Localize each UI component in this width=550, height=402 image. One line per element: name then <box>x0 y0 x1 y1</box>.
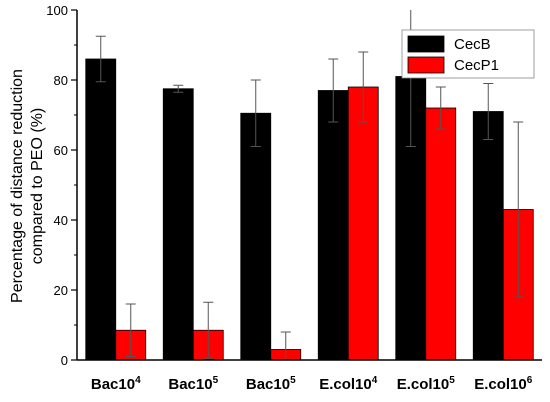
x-tick-label-base-1: Bac10 <box>168 376 212 393</box>
y-tick-label-40: 40 <box>54 213 68 228</box>
x-tick-label-3: E.col104 <box>319 375 378 393</box>
y-tick-label-100: 100 <box>46 3 68 18</box>
x-tick-label-base-5: E.col10 <box>474 376 527 393</box>
y-tick-label-80: 80 <box>54 73 68 88</box>
bar-cecb-1 <box>162 88 194 361</box>
x-tick-label-0: Bac104 <box>91 375 141 393</box>
bar-cecp1-3 <box>347 86 379 361</box>
bar-cecp1-4 <box>425 107 457 361</box>
bar-cecb-2 <box>240 112 272 361</box>
x-tick-label-base-4: E.col10 <box>397 376 450 393</box>
bar-cecb-0 <box>85 58 117 361</box>
legend-label-cecb: CecB <box>454 36 491 53</box>
bar-cecb-5 <box>472 111 504 361</box>
x-tick-label-sup-1: 5 <box>213 375 219 386</box>
plot-area <box>85 10 534 361</box>
x-tick-label-4: E.col105 <box>397 375 456 393</box>
x-tick-label-sup-4: 5 <box>449 375 455 386</box>
x-tick-label-base-3: E.col10 <box>319 376 372 393</box>
bar-cecb-3 <box>317 90 349 361</box>
x-tick-label-2: Bac105 <box>246 375 296 393</box>
x-tick-label-base-2: Bac10 <box>246 376 290 393</box>
y-axis-title: Percentage of distance reduction compare… <box>9 69 46 303</box>
x-tick-label-sup-2: 5 <box>290 375 296 386</box>
legend-swatch-cecb <box>407 35 445 53</box>
x-tick-label-sup-5: 6 <box>527 375 533 386</box>
x-tick-label-sup-0: 4 <box>135 375 141 386</box>
x-tick-label-5: E.col106 <box>474 375 533 393</box>
legend-label-cecp1: CecP1 <box>454 57 499 74</box>
y-axis-title-line-2: compared to PEO (%) <box>29 108 46 265</box>
x-tick-label-base-0: Bac10 <box>91 376 135 393</box>
y-tick-label-60: 60 <box>54 143 68 158</box>
y-tick-label-20: 20 <box>54 283 68 298</box>
y-axis-title-line-1: Percentage of distance reduction <box>9 69 26 303</box>
y-tick-label-0: 0 <box>61 353 68 368</box>
legend: CecB CecP1 <box>401 29 535 79</box>
x-tick-label-sup-3: 4 <box>372 375 378 386</box>
x-tick-label-1: Bac105 <box>168 375 218 393</box>
legend-swatch-cecp1 <box>407 56 445 74</box>
